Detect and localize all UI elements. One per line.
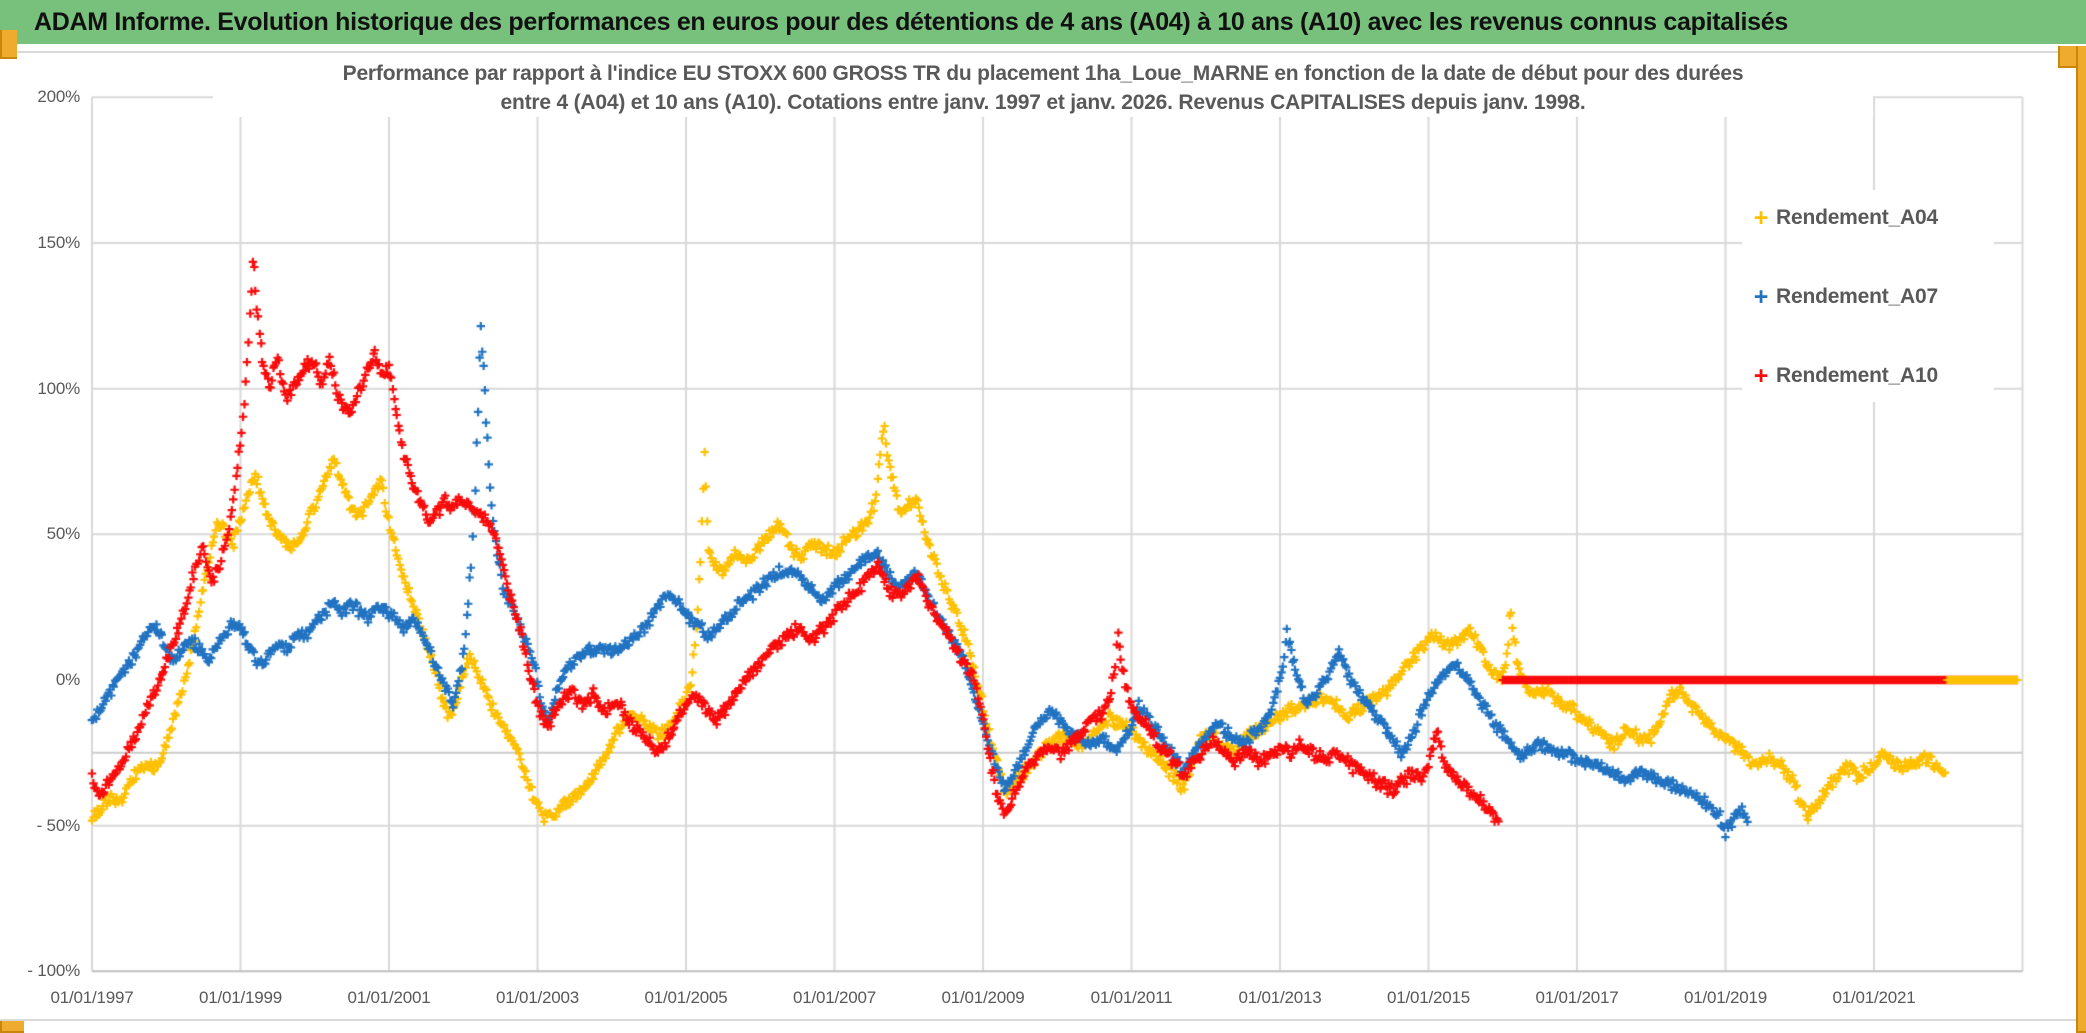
y-tick-label: - 100%: [27, 961, 80, 981]
x-tick-label: 01/01/2007: [792, 988, 877, 1007]
legend-background: [1742, 190, 1994, 402]
x-tick-label: 01/01/2009: [941, 988, 1025, 1007]
y-tick-label: 0%: [55, 670, 80, 689]
gold-right-bar: [2076, 46, 2086, 1033]
legend-label: Rendement_A07: [1776, 285, 1938, 308]
x-tick-label: 01/01/1999: [198, 988, 283, 1007]
x-tick-label: 01/01/2003: [495, 988, 580, 1007]
x-tick-label: 01/01/1997: [50, 988, 134, 1007]
header-banner: ADAM Informe. Evolution historique des p…: [0, 0, 2086, 44]
y-tick-label: - 50%: [36, 815, 81, 835]
y-tick-label: 200%: [37, 87, 80, 107]
plus-marker-icon: +: [1753, 361, 1769, 390]
legend-label: Rendement_A10: [1776, 364, 1938, 387]
gold-corner-top-left: [0, 30, 17, 59]
x-tick-label: 01/01/2017: [1535, 988, 1619, 1007]
bottom-divider: [0, 1019, 2076, 1021]
x-tick-label: 01/01/2019: [1683, 988, 1768, 1007]
legend-item-rendement_a07[interactable]: + Rendement_A07: [1748, 280, 1938, 314]
banner-divider: [0, 51, 2058, 53]
x-tick-label: 01/01/2013: [1238, 988, 1322, 1007]
x-tick-label: 01/01/2005: [644, 988, 728, 1007]
header-title: ADAM Informe. Evolution historique des p…: [34, 7, 1788, 36]
chart-title: Performance par rapport à l'indice EU ST…: [213, 59, 1873, 117]
legend-label: Rendement_A04: [1776, 206, 1938, 229]
y-tick-label: 100%: [37, 378, 80, 398]
chart-title-line1: Performance par rapport à l'indice EU ST…: [342, 62, 1744, 85]
x-tick-label: 01/01/2001: [347, 988, 431, 1007]
legend-item-rendement_a04[interactable]: + Rendement_A04: [1748, 201, 1938, 235]
x-tick-label: 01/01/2021: [1832, 988, 1916, 1007]
y-tick-label: 150%: [37, 233, 80, 252]
plus-marker-icon: +: [1753, 203, 1769, 232]
plus-marker-icon: +: [1753, 282, 1769, 311]
x-tick-label: 01/01/2011: [1090, 988, 1173, 1007]
legend-item-rendement_a10[interactable]: + Rendement_A10: [1748, 359, 1938, 393]
y-tick-label: 50%: [46, 524, 81, 544]
chart-title-line2: entre 4 (A04) et 10 ans (A10). Cotations…: [500, 91, 1586, 114]
x-tick-label: 01/01/2015: [1386, 988, 1471, 1007]
